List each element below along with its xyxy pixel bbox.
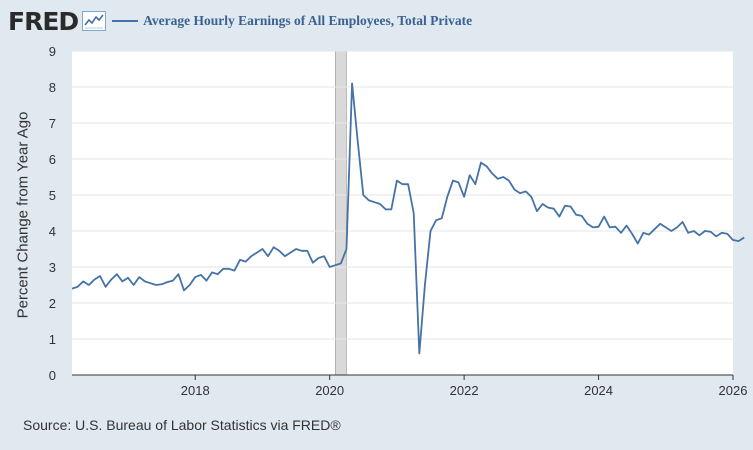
y-tick-label: 7 [49, 116, 56, 131]
source-note: Source: U.S. Bureau of Labor Statistics … [23, 417, 341, 433]
y-tick-label: 3 [49, 260, 56, 275]
y-tick-label: 9 [49, 44, 56, 59]
axis-layer: 0 1 2 3 4 5 6 7 8 9 2018 2020 2022 2024 2026 [49, 44, 748, 398]
y-tick-label: 6 [49, 152, 56, 167]
x-tick-label: 2024 [584, 383, 613, 398]
series-layer [71, 82, 745, 355]
legend-series-title[interactable]: Average Hourly Earnings of All Employees… [143, 13, 473, 28]
plot-area [72, 51, 733, 375]
legend-swatch [112, 20, 139, 22]
legend: Average Hourly Earnings of All Employees… [112, 13, 472, 29]
y-tick-label: 4 [49, 224, 56, 239]
x-tick-label: 2022 [450, 383, 479, 398]
x-tick-label: 2018 [181, 383, 210, 398]
recession-layer [334, 50, 347, 376]
x-tick-label: 2026 [719, 383, 748, 398]
y-tick-label: 8 [49, 80, 56, 95]
recession-shading [334, 50, 347, 376]
fred-logo[interactable]: FRED [8, 6, 79, 36]
y-tick-label: 0 [49, 368, 56, 383]
y-tick-label: 1 [49, 332, 56, 347]
fred-chart-icon [82, 11, 107, 31]
chart-header: FRED Average Hourly Earnings of All Empl… [8, 6, 472, 36]
y-tick-label: 2 [49, 296, 56, 311]
y-tick-label: 5 [49, 188, 56, 203]
series-line-0 [71, 82, 745, 355]
x-tick-label: 2020 [315, 383, 344, 398]
